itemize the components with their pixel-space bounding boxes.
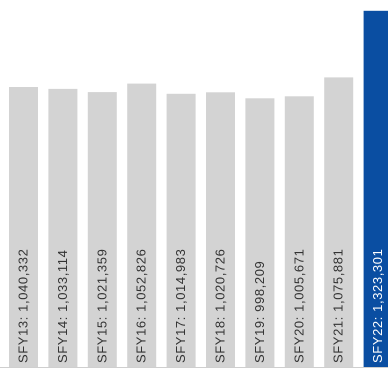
bar-sfy20 [284,96,314,368]
bar-label-sfy19: SFY19: 998,209 [252,261,267,363]
bars-group [9,10,388,368]
bar-sfy17 [166,93,196,368]
bar-sfy19 [245,98,275,368]
bar-label-sfy18: SFY18: 1,020,726 [213,249,228,363]
bar-label-sfy13: SFY13: 1,040,332 [16,249,31,363]
bar-sfy14 [48,88,78,368]
bar-label-sfy15: SFY15: 1,021,359 [94,249,109,363]
bar-sfy16 [127,83,157,367]
bar-label-sfy16: SFY16: 1,052,826 [134,249,149,363]
bar-sfy22 [363,10,388,368]
bar-sfy15 [87,92,117,367]
bar-label-sfy17: SFY17: 1,014,983 [173,249,188,363]
bar-label-sfy20: SFY20: 1,005,671 [291,249,306,363]
bar-sfy21 [324,77,354,368]
bar-label-sfy14: SFY14: 1,033,114 [55,250,70,363]
bar-sfy13 [9,87,38,367]
bar-label-sfy21: SFY21: 1,075,881 [331,249,346,363]
bar-label-sfy22: SFY22: 1,323,301 [370,249,385,363]
bar-sfy18 [206,92,235,368]
bar-labels-group: SFY13: 1,040,332 SFY14: 1,033,114 SFY15: 1… [16,249,386,363]
